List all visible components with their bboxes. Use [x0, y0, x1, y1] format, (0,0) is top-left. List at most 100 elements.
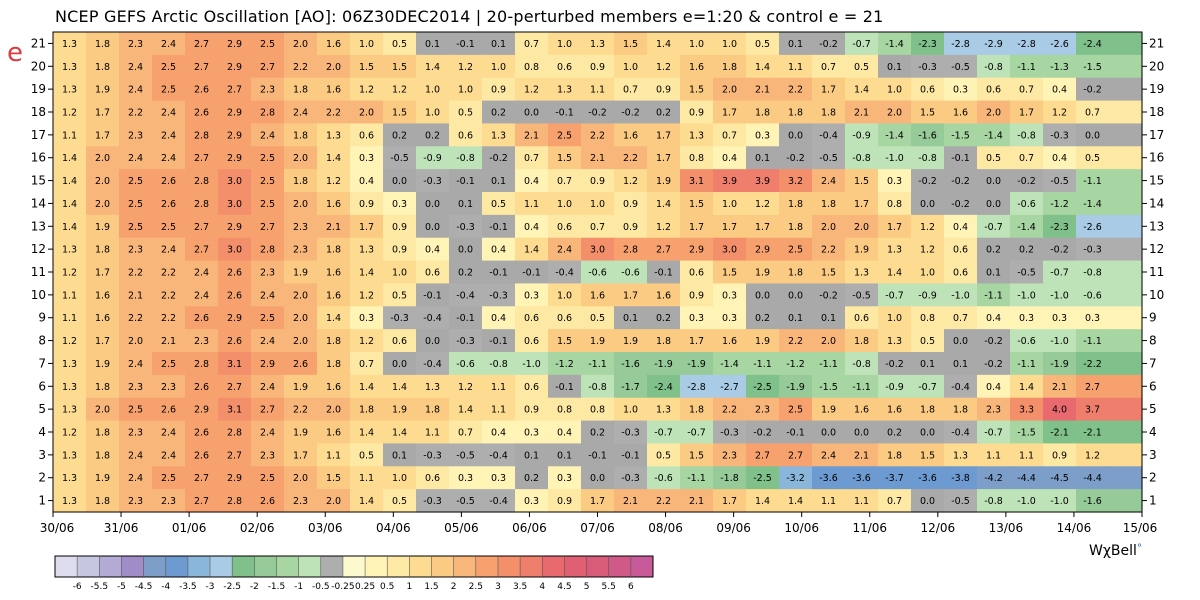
cell-value-label: 2.9: [227, 62, 242, 73]
cell-value-label: -2.3: [1050, 222, 1069, 233]
cell-value-label: -0.2: [885, 359, 904, 370]
heatmap-cell: [944, 352, 978, 376]
cell-value-label: 1.6: [95, 290, 110, 301]
heatmap-cell: [779, 374, 813, 399]
cell-value-label: 2.7: [656, 245, 671, 256]
heatmap-cell: [977, 443, 1011, 467]
heatmap-cell: [86, 260, 120, 285]
heatmap-cell: [977, 77, 1011, 102]
heatmap-cell: [251, 146, 285, 170]
y-tick-label-right: 19: [1149, 82, 1164, 96]
cell-value-label: 2.7: [227, 382, 242, 393]
cell-value-label: 1.8: [656, 336, 671, 347]
heatmap-cell: [680, 169, 714, 193]
cell-value-label: 0.1: [821, 313, 836, 324]
heatmap-cell: [680, 192, 714, 216]
cell-value-label: 2.9: [689, 245, 704, 256]
heatmap-cell: [449, 237, 483, 262]
heatmap-cell: [614, 146, 648, 170]
heatmap-cell: [944, 466, 978, 490]
heatmap-cell: [746, 237, 780, 262]
cell-value-label: 2.0: [293, 473, 308, 484]
y-tick-label-left: 19: [31, 82, 46, 96]
cell-value-label: 2.6: [260, 496, 275, 507]
cell-value-label: 2.9: [227, 313, 242, 324]
heatmap-cell: [581, 169, 615, 193]
cell-value-label: 0.5: [359, 450, 374, 461]
cell-value-label: 2.7: [227, 85, 242, 96]
heatmap-cell: [647, 374, 681, 399]
heatmap-cell: [1043, 77, 1077, 102]
cell-value-label: 1.3: [62, 473, 77, 484]
cell-value-label: 2.7: [194, 39, 209, 50]
cell-value-label: 2.4: [128, 153, 143, 164]
heatmap-cell: [185, 237, 219, 262]
heatmap-cell: [614, 77, 648, 102]
cell-value-label: 1.5: [722, 268, 737, 279]
cell-value-label: 0.2: [392, 130, 407, 141]
heatmap-cell: [383, 443, 417, 467]
heatmap-cell: [1076, 283, 1110, 307]
heatmap-cell: [251, 443, 285, 467]
heatmap-cell: [878, 77, 912, 102]
cell-value-label: 2.7: [194, 473, 209, 484]
heatmap-cell: [746, 443, 780, 467]
heatmap-cell: [449, 169, 483, 193]
heatmap-cell: [53, 374, 87, 399]
y-tick-label-right: 1: [1149, 494, 1157, 508]
heatmap-cell: [581, 100, 615, 125]
heatmap-cell: [86, 466, 120, 490]
heatmap-cell: [1109, 32, 1143, 56]
cell-value-label: 1.4: [755, 496, 770, 507]
heatmap-cell: [515, 397, 549, 422]
heatmap-cell: [614, 214, 648, 239]
heatmap-cell: [482, 169, 516, 193]
heatmap-cell: [350, 443, 384, 467]
heatmap-cell: [416, 32, 450, 56]
heatmap-cell: [647, 397, 681, 422]
cell-value-label: 1.6: [887, 405, 902, 416]
heatmap-cell: [284, 192, 318, 216]
heatmap-cell: [449, 123, 483, 147]
cell-value-label: 0.5: [854, 62, 869, 73]
heatmap-cell: [944, 32, 978, 56]
heatmap-cell: [548, 77, 582, 102]
cell-value-label: 1.4: [755, 62, 770, 73]
cell-value-label: 2.5: [260, 39, 275, 50]
heatmap-cell: [482, 77, 516, 102]
heatmap-cell: [1043, 260, 1077, 285]
cell-value-label: -1.5: [819, 382, 838, 393]
cell-value-label: 1.5: [854, 176, 869, 187]
heatmap-cell: [647, 54, 681, 79]
heatmap-cell: [317, 54, 351, 79]
heatmap-cell: [218, 466, 252, 490]
cell-value-label: 1.7: [623, 290, 638, 301]
cell-value-label: 1.8: [788, 108, 803, 119]
cell-value-label: -0.1: [489, 222, 508, 233]
cell-value-label: 2.4: [260, 290, 275, 301]
y-tick-label-left: 6: [38, 379, 46, 393]
cell-value-label: 0.3: [359, 313, 374, 324]
heatmap-cell: [614, 306, 648, 330]
heatmap-cell: [284, 123, 318, 147]
heatmap-cell: [680, 443, 714, 467]
heatmap-cell: [119, 306, 153, 330]
heatmap-cell: [878, 489, 912, 513]
heatmap-cell: [86, 77, 120, 102]
heatmap-cell: [548, 489, 582, 513]
cell-value-label: 0.9: [689, 290, 704, 301]
cell-value-label: 1.4: [524, 245, 539, 256]
cell-value-label: 2.9: [755, 245, 770, 256]
cell-value-label: -0.3: [390, 313, 409, 324]
cell-value-label: -1.0: [1017, 290, 1036, 301]
heatmap-cell: [812, 54, 846, 79]
cell-value-label: 0.6: [557, 62, 572, 73]
heatmap-cell: [548, 420, 582, 445]
heatmap-cell: [86, 192, 120, 216]
heatmap-cell: [350, 237, 384, 262]
heatmap-cell: [185, 214, 219, 239]
heatmap-cell: [86, 54, 120, 79]
heatmap-cell: [647, 169, 681, 193]
heatmap-cell: [284, 420, 318, 445]
heatmap-cell: [746, 420, 780, 445]
